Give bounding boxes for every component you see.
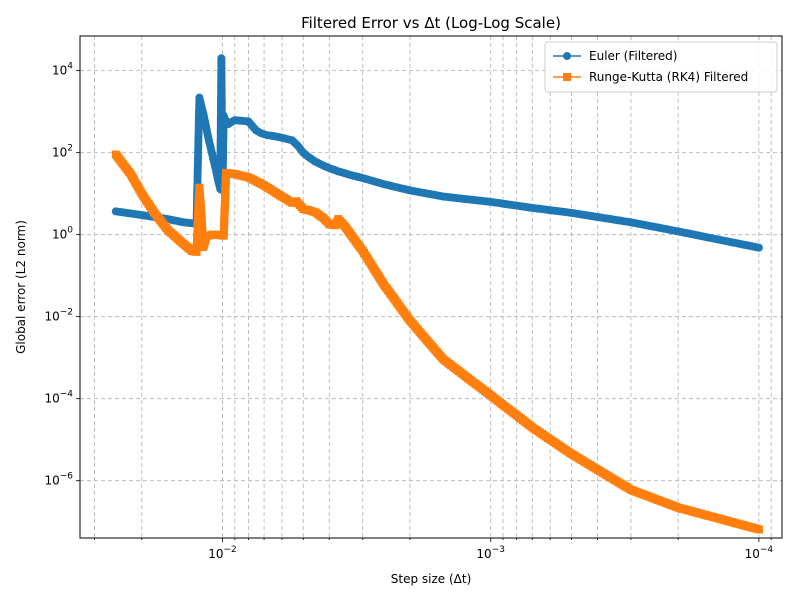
x-axis-label: Step size (Δt): [391, 572, 472, 586]
grid: [80, 36, 782, 538]
y-tick-label: 104: [52, 62, 73, 78]
legend-marker-euler: [563, 52, 571, 60]
y-tick-label: 100: [52, 226, 73, 242]
y-axis-label: Global error (L2 norm): [14, 220, 28, 354]
data-point: [754, 243, 763, 252]
ticks: 10−6 10−4 10−2 100 102 104 10−2 10−3 10−4: [44, 62, 773, 561]
x-tick-label: 10−3: [476, 545, 505, 561]
y-tick-label: 102: [52, 144, 73, 160]
y-tick-label: 10−4: [44, 390, 73, 406]
x-tick-label: 10−4: [745, 545, 774, 561]
y-tick-label: 10−6: [44, 472, 73, 488]
legend-label-euler: Euler (Filtered): [589, 49, 677, 63]
data-point: [754, 525, 763, 534]
legend-marker-rk4: [563, 73, 571, 81]
legend: Euler (Filtered) Runge-Kutta (RK4) Filte…: [544, 41, 778, 93]
series-line-1: [115, 154, 760, 531]
legend-label-rk4: Runge-Kutta (RK4) Filtered: [589, 70, 748, 84]
x-tick-label: 10−2: [208, 545, 237, 561]
chart-title: Filtered Error vs Δt (Log-Log Scale): [301, 14, 561, 32]
legend-frame: [544, 41, 778, 93]
series-layer: [111, 54, 763, 534]
plot-frame: [79, 35, 783, 539]
y-tick-label: 10−2: [44, 308, 73, 324]
